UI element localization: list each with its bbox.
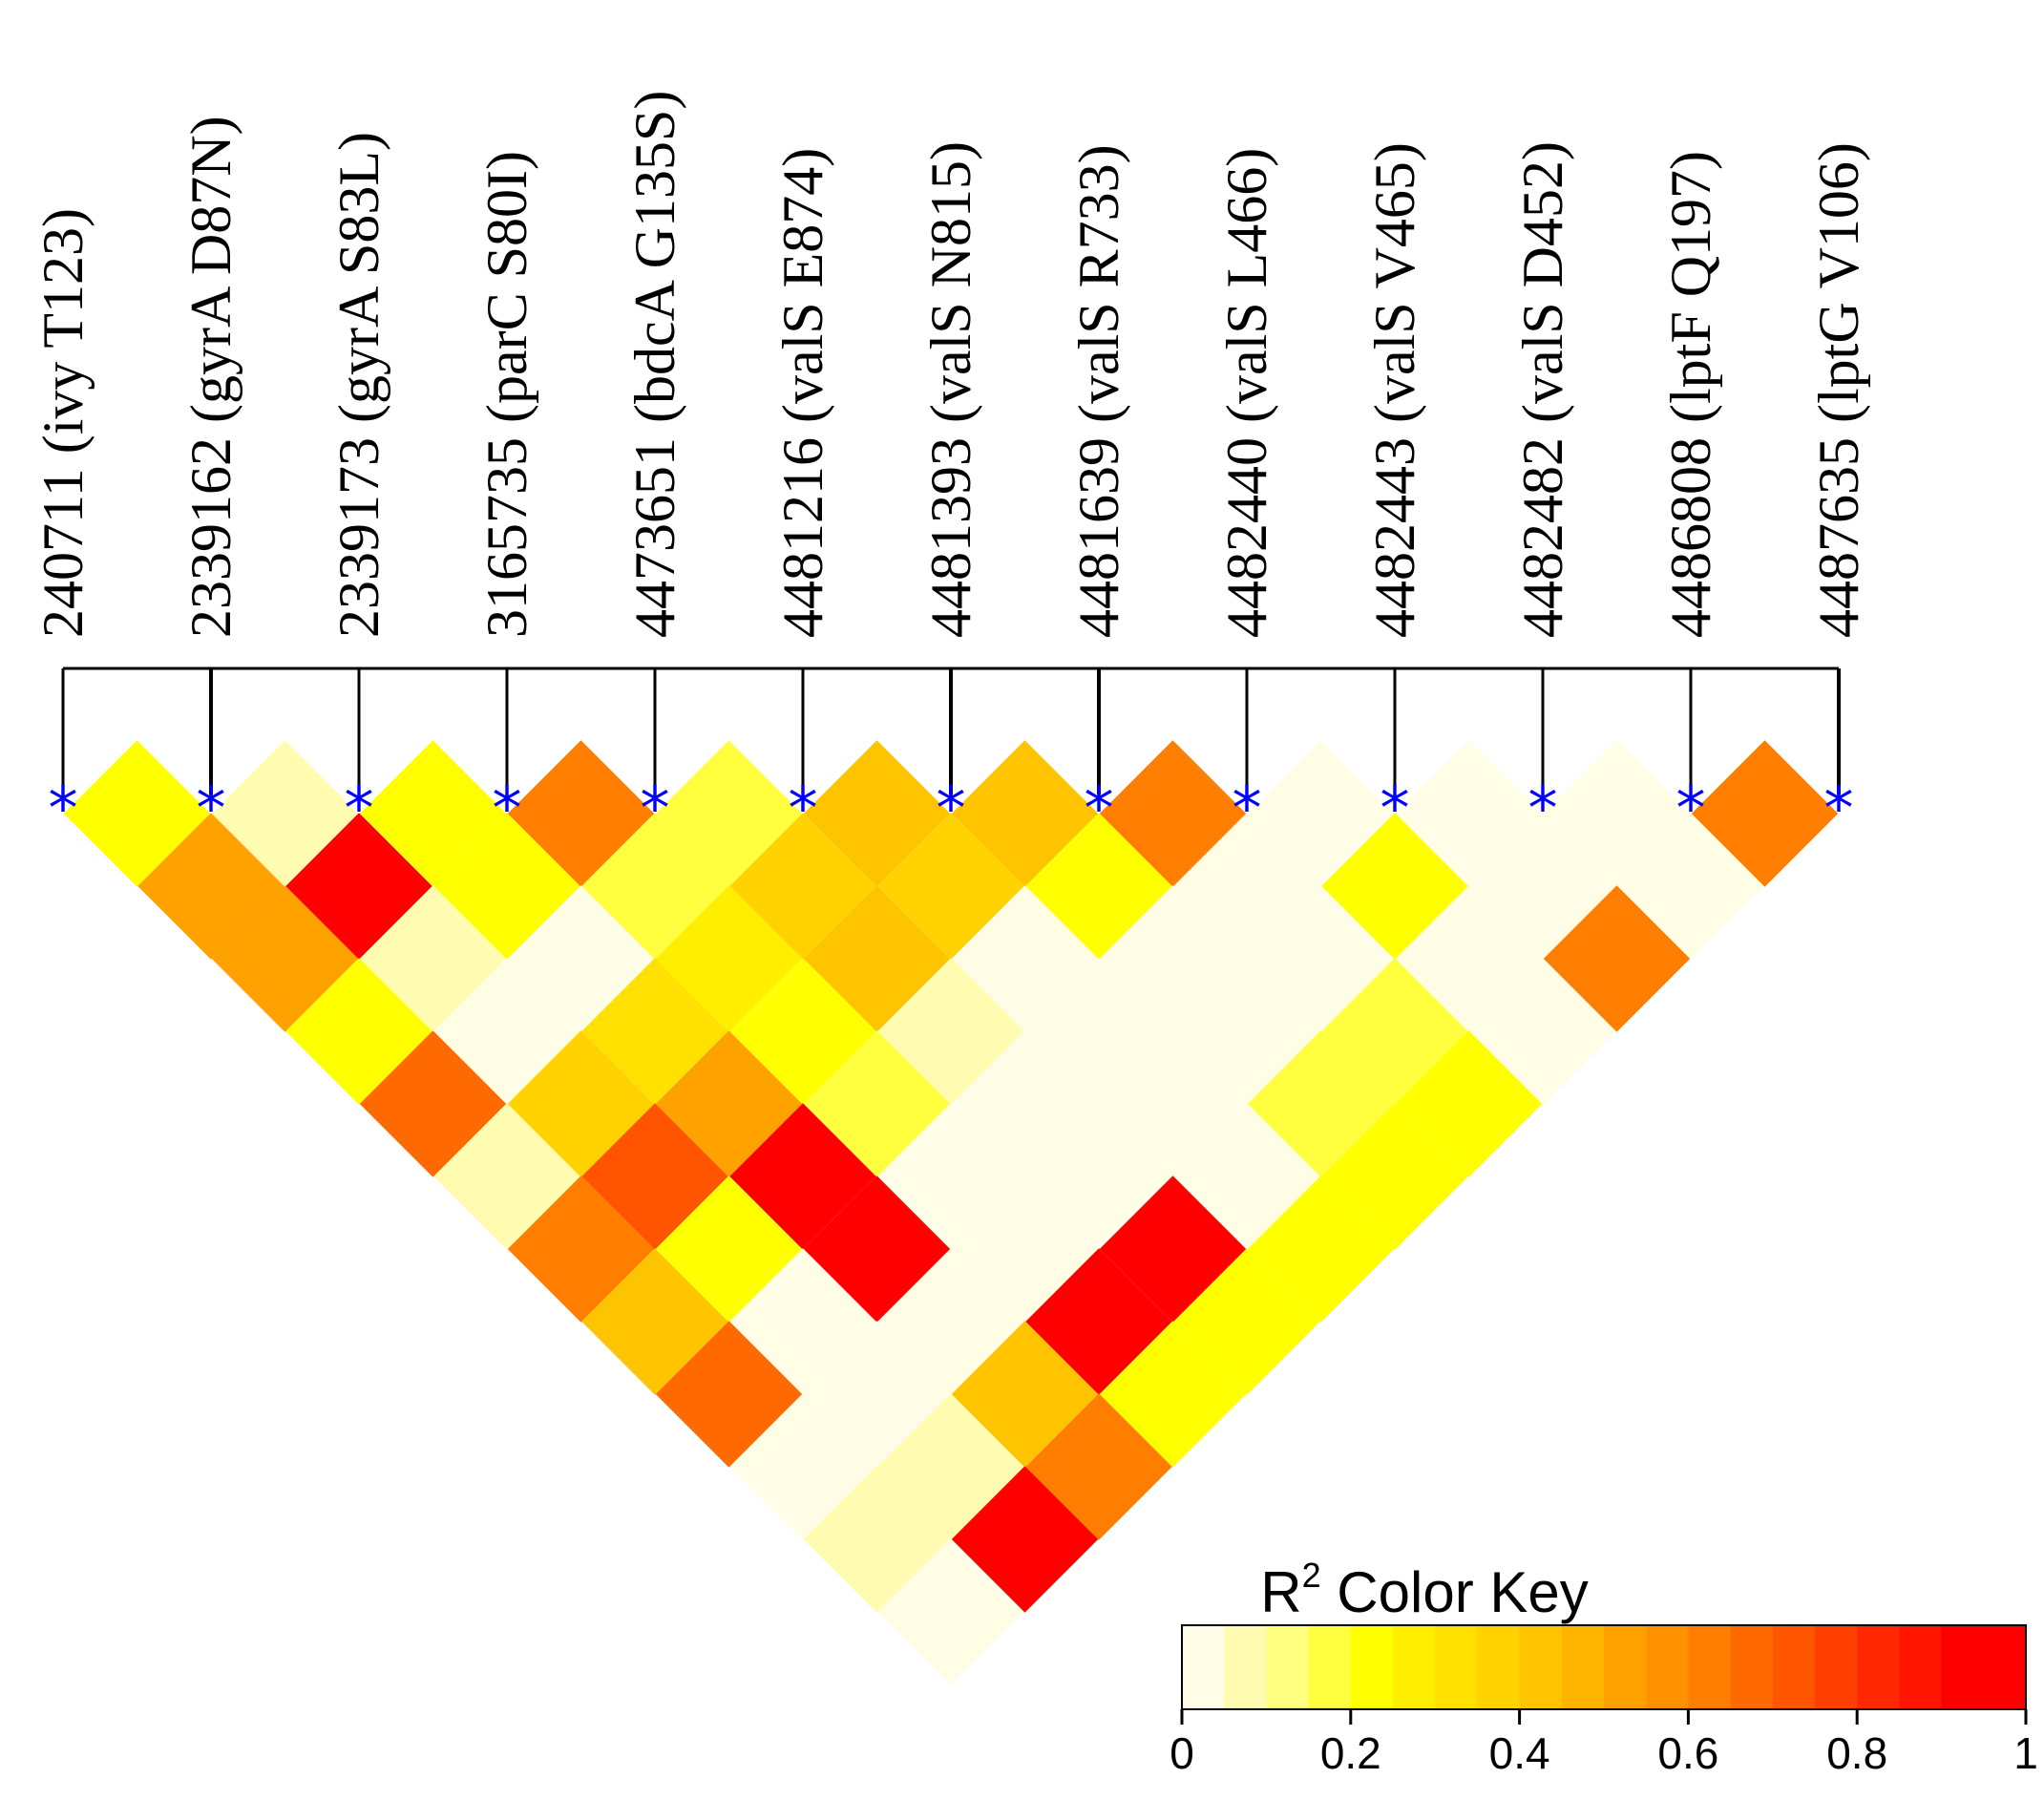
snp-label: 4473651 (bdcA G135S) bbox=[623, 91, 686, 638]
color-key-swatch bbox=[1857, 1625, 1900, 1709]
snp-label: 4486808 (lptF Q197) bbox=[1659, 151, 1722, 638]
snp-label: 4481216 (valS E874) bbox=[771, 148, 834, 638]
ld-cell bbox=[1543, 885, 1691, 1032]
color-key-tick-label: 0.8 bbox=[1826, 1728, 1887, 1778]
color-key-swatch bbox=[1519, 1625, 1563, 1709]
snp-label: 240711 (ivy T123) bbox=[32, 208, 95, 638]
snp-label: 4482440 (valS L466) bbox=[1215, 148, 1278, 638]
ld-cell bbox=[137, 813, 284, 960]
ld-cell bbox=[655, 1321, 803, 1468]
ld-cell bbox=[1099, 1321, 1247, 1468]
ld-cell bbox=[877, 1538, 1024, 1685]
color-key-swatch bbox=[1182, 1625, 1225, 1709]
snp-labels: 240711 (ivy T123) 2339162 (gyrA D87N) 2339… bbox=[32, 91, 1870, 638]
color-key-swatch bbox=[1266, 1625, 1310, 1709]
color-key-swatch bbox=[1308, 1625, 1352, 1709]
snp-label: 4487635 (lptG V106) bbox=[1807, 142, 1870, 638]
color-key-swatch bbox=[1350, 1625, 1394, 1709]
snp-marker-star: * bbox=[493, 773, 522, 843]
ld-cell bbox=[1469, 958, 1616, 1105]
ld-cell bbox=[951, 1466, 1099, 1613]
color-key-swatch bbox=[1435, 1625, 1478, 1709]
ld-cell bbox=[63, 740, 211, 887]
color-key-swatch bbox=[1688, 1625, 1732, 1709]
color-key-swatch bbox=[1393, 1625, 1436, 1709]
ld-cell bbox=[1321, 1103, 1468, 1250]
snp-label: 4481393 (valS N815) bbox=[919, 141, 982, 638]
snp-label: 4482482 (valS D452) bbox=[1511, 141, 1574, 638]
ld-cell bbox=[359, 1030, 507, 1177]
ld-cell bbox=[1247, 1175, 1395, 1323]
color-key-swatch bbox=[1561, 1625, 1605, 1709]
ld-cell bbox=[1617, 813, 1764, 960]
snp-marker-star: * bbox=[345, 773, 374, 843]
color-key-swatch bbox=[1646, 1625, 1689, 1709]
ld-cell bbox=[507, 1175, 655, 1323]
ld-cell bbox=[433, 1103, 580, 1250]
color-key-swatch bbox=[1772, 1625, 1816, 1709]
color-key-swatch bbox=[1815, 1625, 1858, 1709]
snp-marker-star: * bbox=[641, 773, 670, 843]
snp-connector-lines bbox=[61, 667, 1841, 794]
ld-cell bbox=[581, 1248, 728, 1395]
color-key-tick-label: 0.4 bbox=[1489, 1728, 1550, 1778]
ld-cell bbox=[729, 1393, 876, 1540]
color-key-swatch bbox=[1224, 1625, 1267, 1709]
color-key-swatch bbox=[1941, 1625, 1985, 1709]
color-key-title: R2 Color Key bbox=[1260, 1556, 1588, 1624]
snp-marker-star: * bbox=[1380, 773, 1410, 843]
color-key-ticks: 0 0.2 0.4 0.6 0.8 1 bbox=[1170, 1709, 2038, 1778]
color-key-swatch bbox=[1604, 1625, 1647, 1709]
snp-marker-star: * bbox=[197, 773, 226, 843]
snp-marker-star: * bbox=[1233, 773, 1262, 843]
snp-marker-star: * bbox=[1676, 773, 1706, 843]
color-key-swatch bbox=[1730, 1625, 1774, 1709]
snp-label: 4481639 (valS R733) bbox=[1067, 144, 1130, 638]
snp-label: 2339162 (gyrA D87N) bbox=[179, 116, 242, 638]
color-key-swatch bbox=[1983, 1625, 2027, 1709]
ld-cell bbox=[285, 958, 432, 1105]
color-key-swatch bbox=[1477, 1625, 1521, 1709]
color-key: R2 Color Key 0 0.2 0.4 0.6 0.8 1 bbox=[1170, 1556, 2038, 1778]
snp-label: 4482443 (valS V465) bbox=[1363, 142, 1426, 638]
color-key-tick-label: 1 bbox=[2013, 1728, 2038, 1778]
color-key-frame bbox=[1181, 1624, 2027, 1710]
snp-marker-star: * bbox=[1528, 773, 1558, 843]
color-key-tick-label: 0.6 bbox=[1657, 1728, 1718, 1778]
ld-cell bbox=[211, 885, 359, 1032]
snp-marker-star: * bbox=[1824, 773, 1854, 843]
snp-label: 2339173 (gyrA S83L) bbox=[327, 132, 390, 638]
ld-cell bbox=[1395, 1030, 1543, 1177]
snp-marker-star: * bbox=[49, 773, 78, 843]
ld-cell bbox=[1173, 1248, 1320, 1395]
color-key-tick-label: 0 bbox=[1170, 1728, 1194, 1778]
snp-markers: * * * * * * * * * * * * * bbox=[49, 773, 1854, 843]
color-key-tick-label: 0.2 bbox=[1320, 1728, 1381, 1778]
ld-heatmap-cells bbox=[63, 740, 1839, 1685]
color-key-swatch bbox=[1899, 1625, 1943, 1709]
ld-cell bbox=[1691, 740, 1839, 887]
ld-cell bbox=[803, 1466, 951, 1613]
snp-label: 3165735 (parC S80I) bbox=[475, 151, 538, 638]
ld-cell bbox=[1025, 1393, 1172, 1540]
snp-marker-star: * bbox=[1085, 773, 1114, 843]
snp-marker-star: * bbox=[789, 773, 818, 843]
color-key-swatches bbox=[1182, 1625, 2027, 1709]
snp-marker-star: * bbox=[937, 773, 966, 843]
